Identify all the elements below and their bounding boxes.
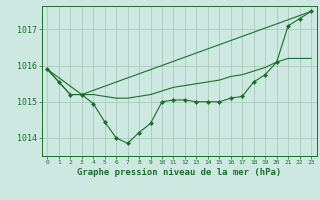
X-axis label: Graphe pression niveau de la mer (hPa): Graphe pression niveau de la mer (hPa) <box>77 168 281 177</box>
